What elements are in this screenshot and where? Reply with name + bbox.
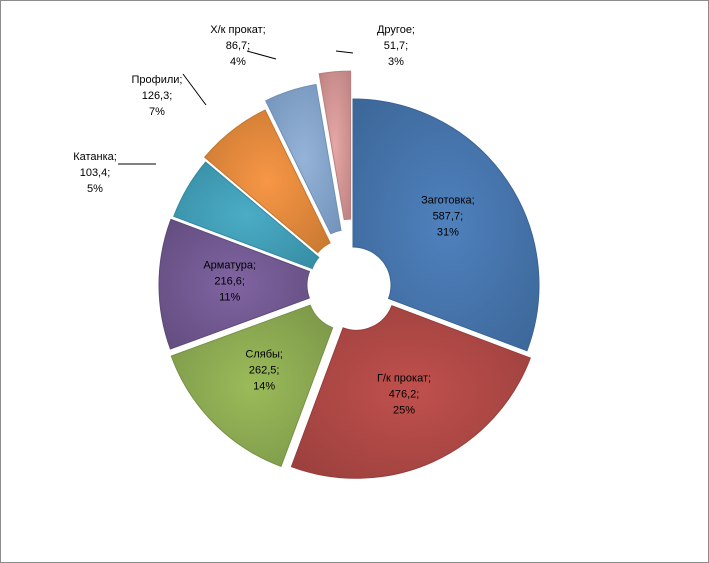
data-label-3: Слябы; 262,5; 14% (245, 348, 283, 392)
leader-line-7 (246, 50, 277, 60)
data-label-4: Арматура; 216,6; 11% (203, 259, 256, 303)
data-label-1: Заготовка; 587,7; 31% (421, 194, 475, 238)
data-label-5: Катанка; 103,4; 5% (73, 151, 117, 195)
pie-slice-8 (318, 70, 352, 221)
leader-line-6 (182, 73, 207, 106)
data-label-7: Х/к прокат; 86,7; 4% (210, 24, 265, 68)
data-label-6: Профили; 126,3; 7% (132, 74, 183, 118)
pie-slice-2 (290, 305, 531, 479)
pie-slice-6 (203, 109, 331, 254)
pie-slice-5 (173, 161, 320, 270)
data-label-2: Г/к прокат; 476,2; 25% (377, 372, 431, 416)
leader-line-8 (335, 50, 354, 54)
pie-slice-7 (265, 83, 342, 235)
data-label-8: Другое; 51,7; 3% (377, 24, 415, 68)
pie-slice-3 (170, 304, 334, 468)
pie-slice-4 (158, 218, 311, 350)
pie-slice-1 (352, 98, 540, 352)
